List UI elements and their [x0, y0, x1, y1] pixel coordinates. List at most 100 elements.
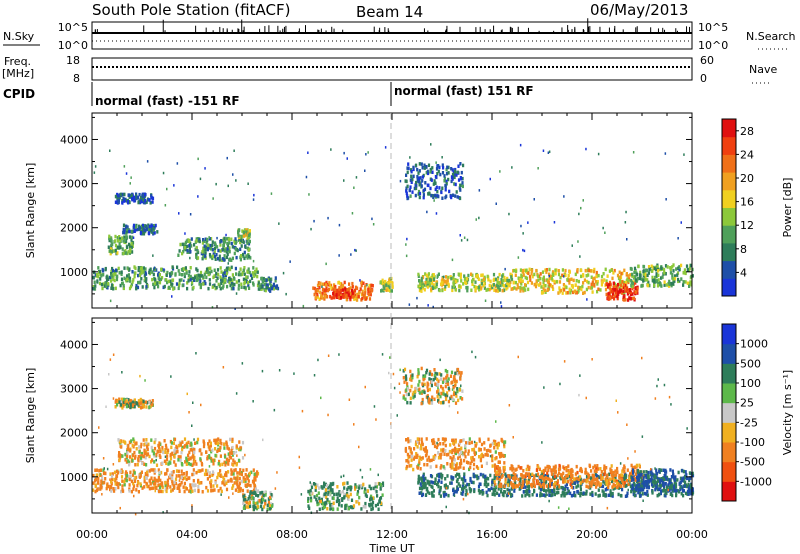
range-cell [146, 452, 150, 456]
range-cell [616, 273, 620, 278]
range-cell [669, 492, 672, 496]
range-cell [438, 372, 441, 376]
range-cell [148, 224, 151, 229]
range-cell [178, 474, 181, 478]
range-cell [129, 284, 133, 289]
range-cell [581, 284, 584, 289]
range-cell [118, 451, 121, 455]
range-cell [579, 286, 582, 290]
range-cell [522, 289, 525, 293]
range-cell [237, 272, 240, 277]
range-cell [225, 457, 228, 462]
range-cell [138, 199, 141, 203]
range-cell [409, 374, 413, 378]
range-cell [617, 485, 620, 489]
range-cell [504, 440, 507, 444]
range-cell [492, 278, 495, 283]
range-cell [542, 277, 545, 281]
range-cell [229, 283, 232, 288]
range-cell [316, 483, 319, 487]
range-cell [186, 244, 189, 249]
range-cell [118, 271, 121, 275]
range-cell [213, 250, 216, 254]
range-cell [134, 442, 137, 446]
range-cell [100, 274, 103, 278]
range-cell [231, 445, 234, 450]
nsky-panel: N.Sky 10^5 10^0 10^5 10^0 N.Search [3, 18, 796, 52]
range-cell [561, 273, 564, 278]
range-cell [411, 190, 414, 194]
range-cell [231, 437, 234, 442]
range-cell [409, 377, 412, 382]
range-cell [482, 284, 485, 288]
range-cell [265, 285, 269, 290]
range-cell [139, 482, 142, 486]
range-cell [430, 378, 433, 382]
range-cell [415, 455, 418, 459]
range-cell [162, 285, 165, 290]
range-cell [328, 484, 331, 489]
range-cell [230, 265, 233, 270]
range-cell [680, 492, 683, 496]
range-cell [621, 285, 624, 289]
range-cell [133, 471, 136, 475]
range-cell [437, 479, 440, 483]
range-cell [155, 463, 159, 467]
range-cell [453, 169, 457, 173]
range-cell [92, 481, 95, 485]
range-cell [459, 396, 462, 400]
range-cell [243, 228, 247, 232]
range-cell [195, 255, 198, 259]
range-cell [180, 462, 183, 466]
range-cell [357, 291, 361, 295]
range-cell [224, 455, 227, 459]
y-tick-label: 3000 [60, 178, 88, 191]
range-cell [218, 284, 221, 288]
range-cell [141, 193, 144, 198]
range-cell [452, 448, 455, 452]
range-cell [223, 236, 226, 241]
range-cell [502, 493, 505, 498]
range-cell [447, 177, 450, 182]
range-cell [161, 445, 164, 450]
range-cell [624, 494, 627, 498]
range-cell [185, 239, 188, 243]
range-cell [546, 288, 549, 292]
range-cell [94, 479, 97, 483]
range-cell [634, 286, 637, 291]
range-cell [192, 479, 195, 483]
range-cell [131, 197, 134, 202]
range-cell [631, 465, 634, 470]
range-cell [553, 486, 556, 491]
range-cell [672, 277, 675, 281]
range-cell [621, 487, 624, 492]
range-cell [447, 377, 450, 381]
range-cell [424, 453, 428, 458]
range-cell [321, 486, 324, 490]
range-cell [472, 277, 475, 282]
range-cell [553, 279, 556, 284]
range-cell [445, 375, 448, 380]
range-cell [675, 267, 678, 271]
range-cell [417, 171, 420, 175]
range-cell [434, 453, 437, 458]
range-cell [229, 451, 232, 455]
range-cell [260, 499, 263, 503]
range-cell [625, 272, 628, 276]
range-cell [453, 285, 456, 290]
range-cell [272, 287, 275, 291]
range-cell [654, 275, 657, 280]
range-cell [478, 491, 481, 495]
range-cell [354, 487, 357, 491]
range-cell [457, 482, 460, 486]
range-cell [679, 476, 682, 481]
range-cell [184, 486, 187, 490]
range-cell [459, 275, 462, 279]
range-cell [609, 287, 612, 292]
range-cell [331, 490, 334, 495]
range-cell [120, 277, 124, 281]
range-cell [418, 491, 421, 495]
range-cell [203, 442, 206, 446]
range-cell [181, 251, 184, 256]
